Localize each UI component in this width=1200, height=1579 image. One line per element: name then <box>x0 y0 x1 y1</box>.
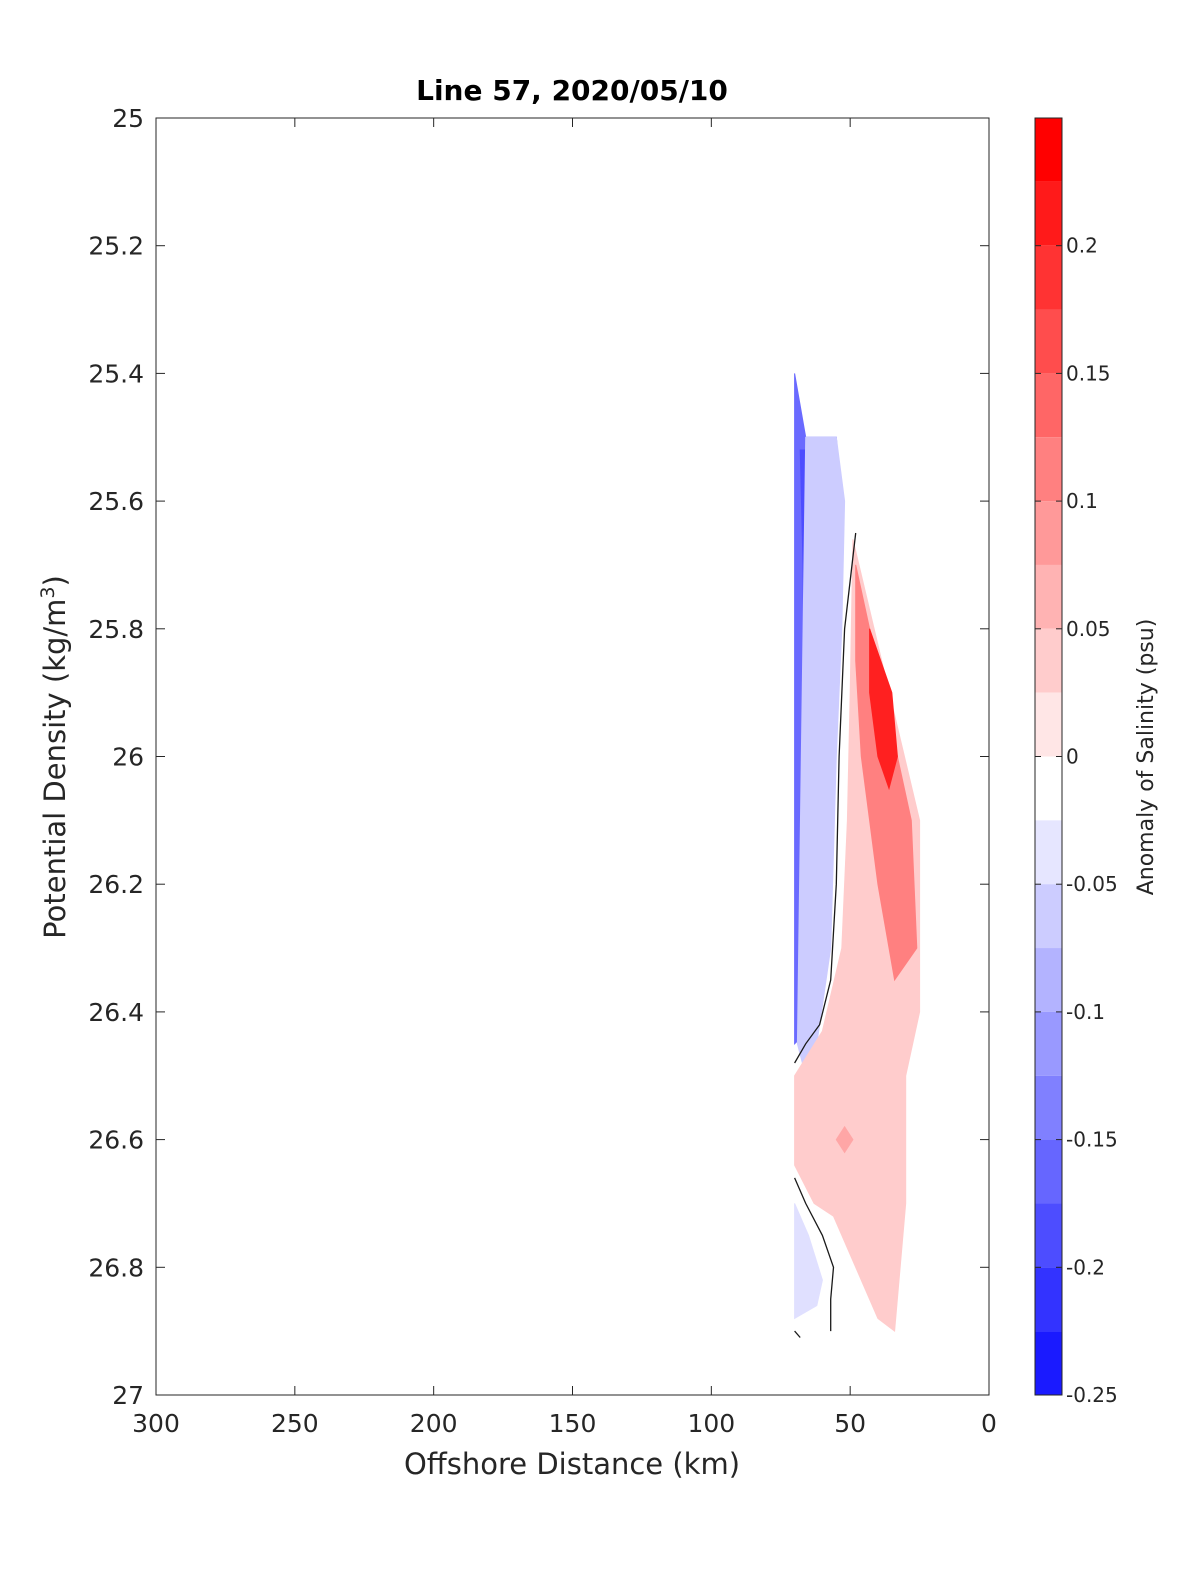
colorbar: 0.2 0.15 0.1 0.05 0 -0.05 -0.1 -0.15 -0.2 -0.25 <box>1034 117 1118 1407</box>
y-tick-label: 26.4 <box>88 998 144 1027</box>
y-axis-label-superscript: 3 <box>37 586 59 598</box>
x-tick-label: 300 <box>132 1409 180 1438</box>
x-tick-label: 250 <box>271 1409 319 1438</box>
colorbar-swatch <box>1035 1011 1062 1076</box>
y-axis-label: Potential Density (kg/m3) <box>37 575 72 939</box>
y-tick-label: 25.4 <box>88 359 144 388</box>
colorbar-swatch <box>1035 118 1062 182</box>
y-tick-label: 25.2 <box>88 232 144 261</box>
colorbar-swatch <box>1035 1075 1062 1140</box>
y-tick-label: 25 <box>112 104 144 133</box>
plot-area <box>794 373 921 1338</box>
colorbar-swatch <box>1035 692 1062 757</box>
x-tick-label: 50 <box>834 1409 866 1438</box>
contour-region-fresh-margin <box>796 436 846 1078</box>
colorbar-swatch <box>1035 309 1062 374</box>
y-tick-label: 27 <box>112 1381 144 1410</box>
colorbar-swatch <box>1035 756 1062 821</box>
y-tick-label: 26.8 <box>88 1253 144 1282</box>
colorbar-tick-label: -0.2 <box>1066 1255 1105 1279</box>
y-tick-label: 26.6 <box>88 1126 144 1155</box>
colorbar-tick-label: -0.25 <box>1066 1383 1118 1407</box>
axis-ticks: 300 250 200 150 100 50 0 25 25.2 25.4 25.6 25.8 26 26… <box>88 104 997 1438</box>
colorbar-swatch <box>1035 564 1062 629</box>
colorbar-swatch <box>1035 1331 1062 1395</box>
colorbar-label: Anomaly of Salinity (psu) <box>1134 619 1159 896</box>
colorbar-swatch <box>1035 437 1062 502</box>
colorbar-swatch <box>1035 501 1062 565</box>
colorbar-swatch <box>1035 820 1062 885</box>
y-axis-label-main: Potential Density (kg/m <box>38 599 72 939</box>
colorbar-tick-label: -0.15 <box>1066 1128 1118 1152</box>
colorbar-swatch <box>1035 373 1062 438</box>
y-axis-label-close: ) <box>38 575 72 586</box>
colorbar-swatch <box>1035 884 1062 949</box>
y-tick-label: 25.8 <box>88 615 144 644</box>
chart-title: Line 57, 2020/05/10 <box>416 74 728 107</box>
zero-contour-line-3 <box>794 1330 801 1338</box>
colorbar-swatch <box>1035 1203 1062 1268</box>
colorbar-tick-label: 0.15 <box>1066 361 1111 385</box>
x-tick-label: 0 <box>981 1409 997 1438</box>
zero-contour-line-1 <box>794 532 857 1064</box>
colorbar-tick-label: 0.2 <box>1066 234 1098 258</box>
x-tick-label: 150 <box>549 1409 597 1438</box>
colorbar-swatch <box>1035 948 1062 1012</box>
colorbar-swatch <box>1035 1139 1062 1204</box>
y-tick-label: 25.6 <box>88 487 144 516</box>
colorbar-swatch <box>1035 245 1062 310</box>
colorbar-tick-label: -0.05 <box>1066 872 1118 896</box>
colorbar-swatch <box>1035 1267 1062 1332</box>
x-tick-label: 200 <box>410 1409 458 1438</box>
colorbar-tick-label: 0 <box>1066 745 1079 769</box>
x-axis-label: Offshore Distance (km) <box>404 1447 740 1481</box>
contour-region-deep-fresh-patch <box>794 1203 823 1320</box>
x-tick-label: 100 <box>687 1409 735 1438</box>
y-tick-label: 26 <box>112 743 144 772</box>
contour-region-deep-salty-patch <box>835 1125 854 1154</box>
colorbar-swatch <box>1035 628 1062 693</box>
colorbar-tick-label: 0.05 <box>1066 617 1111 641</box>
colorbar-tick-label: 0.1 <box>1066 489 1098 513</box>
colorbar-swatch <box>1035 181 1062 246</box>
y-tick-label: 26.2 <box>88 870 144 899</box>
zero-contour-line-2 <box>794 1177 835 1332</box>
contour-region-salty-core <box>869 628 898 791</box>
colorbar-tick-label: -0.1 <box>1066 1000 1105 1024</box>
